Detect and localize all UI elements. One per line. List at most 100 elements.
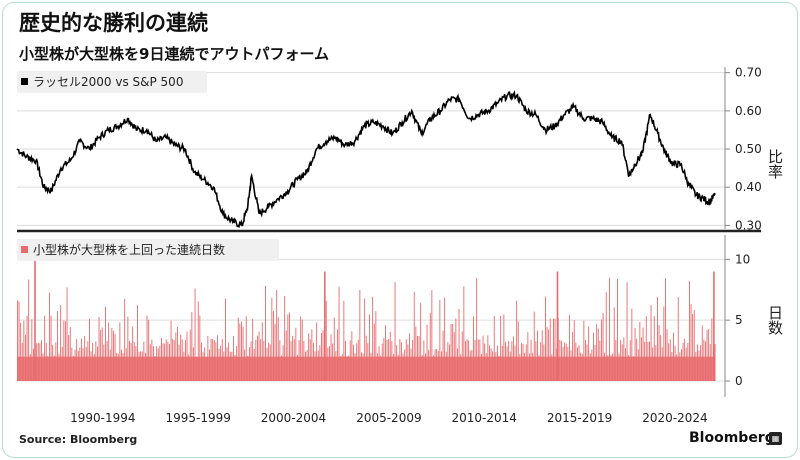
days-bar <box>122 352 124 381</box>
days-bar <box>93 353 95 381</box>
x-tick-label: 2015-2019 <box>547 411 612 425</box>
days-bar <box>621 344 623 381</box>
brand-icon: ▦ <box>769 432 782 445</box>
days-bar <box>375 311 377 381</box>
days-bar <box>149 344 151 381</box>
days-bar <box>257 335 258 381</box>
ratio-tick-label: 0.40 <box>735 180 762 194</box>
days-bar <box>692 314 694 381</box>
days-bar <box>466 339 468 381</box>
days-bar <box>421 355 423 381</box>
days-bar <box>188 354 190 381</box>
days-bar <box>535 341 537 381</box>
days-bar <box>130 343 132 381</box>
days-bar <box>349 340 351 381</box>
days-bar <box>649 341 650 381</box>
days-bar <box>39 343 41 381</box>
days-bar <box>460 354 462 381</box>
days-bar <box>79 347 81 381</box>
days-bar <box>497 345 498 381</box>
days-bar <box>669 339 671 381</box>
days-bar <box>306 349 308 381</box>
days-bar <box>76 339 78 381</box>
days-bar <box>338 286 340 381</box>
days-bar <box>117 353 119 381</box>
days-bar <box>693 310 695 381</box>
days-tick-label: 0 <box>735 374 743 388</box>
days-bar <box>301 319 303 381</box>
days-bar <box>417 335 418 381</box>
days-bar <box>697 344 698 381</box>
days-bar <box>429 313 431 381</box>
days-axis-title: 日数 <box>766 305 784 335</box>
days-bar <box>157 348 159 381</box>
days-bar <box>335 351 337 381</box>
days-bar <box>225 298 226 381</box>
days-bar <box>322 330 324 381</box>
days-bar <box>273 311 274 381</box>
days-bar <box>524 352 526 381</box>
x-tick-label: 2000-2004 <box>261 411 326 425</box>
days-bar <box>447 342 449 381</box>
days-bar <box>660 335 662 381</box>
days-bar <box>119 322 121 381</box>
days-bar <box>607 355 609 381</box>
days-bar <box>249 347 250 381</box>
days-bar <box>159 345 161 381</box>
days-bar <box>215 342 217 381</box>
days-bar <box>410 348 412 381</box>
days-bar <box>220 345 222 381</box>
days-bar <box>377 353 378 381</box>
days-bar <box>577 347 578 381</box>
days-bar <box>450 324 452 381</box>
days-bar <box>125 348 127 381</box>
days-bar <box>689 281 690 381</box>
days-bar <box>591 349 593 381</box>
days-bar <box>65 321 66 381</box>
days-bar <box>402 353 404 381</box>
brand-label: Bloomberg <box>689 430 775 446</box>
days-bar <box>241 321 242 381</box>
days-bar <box>181 339 183 381</box>
days-bar <box>103 344 105 381</box>
days-bar <box>114 334 116 381</box>
days-bar <box>101 327 103 381</box>
ratio-tick-label: 0.50 <box>735 142 762 156</box>
days-bar <box>305 351 306 381</box>
days-bar <box>266 347 268 381</box>
days-bar <box>245 316 247 381</box>
days-bar <box>668 343 670 381</box>
days-bar <box>657 297 658 381</box>
days-bar <box>100 330 102 381</box>
days-bar <box>529 353 530 381</box>
days-bar <box>593 332 594 381</box>
days-bar <box>77 350 79 381</box>
days-bar <box>413 292 415 381</box>
days-bar <box>303 340 305 381</box>
ratio-tick-label: 0.70 <box>735 66 762 80</box>
days-bar <box>170 320 172 381</box>
days-bar <box>388 339 390 381</box>
days-bar <box>700 345 702 381</box>
days-bar <box>428 349 430 381</box>
days-bar <box>317 350 319 381</box>
days-bar <box>449 344 450 381</box>
days-bar <box>228 342 230 381</box>
days-bar <box>479 339 481 381</box>
days-bar <box>370 352 372 381</box>
days-bar <box>321 333 322 381</box>
days-bar <box>538 355 540 381</box>
days-bar <box>516 300 518 381</box>
days-bar <box>396 345 398 381</box>
days-bar <box>548 329 550 381</box>
days-bar <box>297 354 298 381</box>
days-bar <box>541 330 543 381</box>
days-bar <box>461 331 463 381</box>
days-bar <box>250 341 252 381</box>
days-bar <box>162 343 164 381</box>
legend-ratio-swatch <box>21 78 28 85</box>
days-bar <box>127 316 129 381</box>
days-bar <box>325 300 327 381</box>
ratio-tick-labels: 0.30 0.40 0.50 0.60 0.70 <box>725 66 762 232</box>
days-bars <box>17 247 716 381</box>
